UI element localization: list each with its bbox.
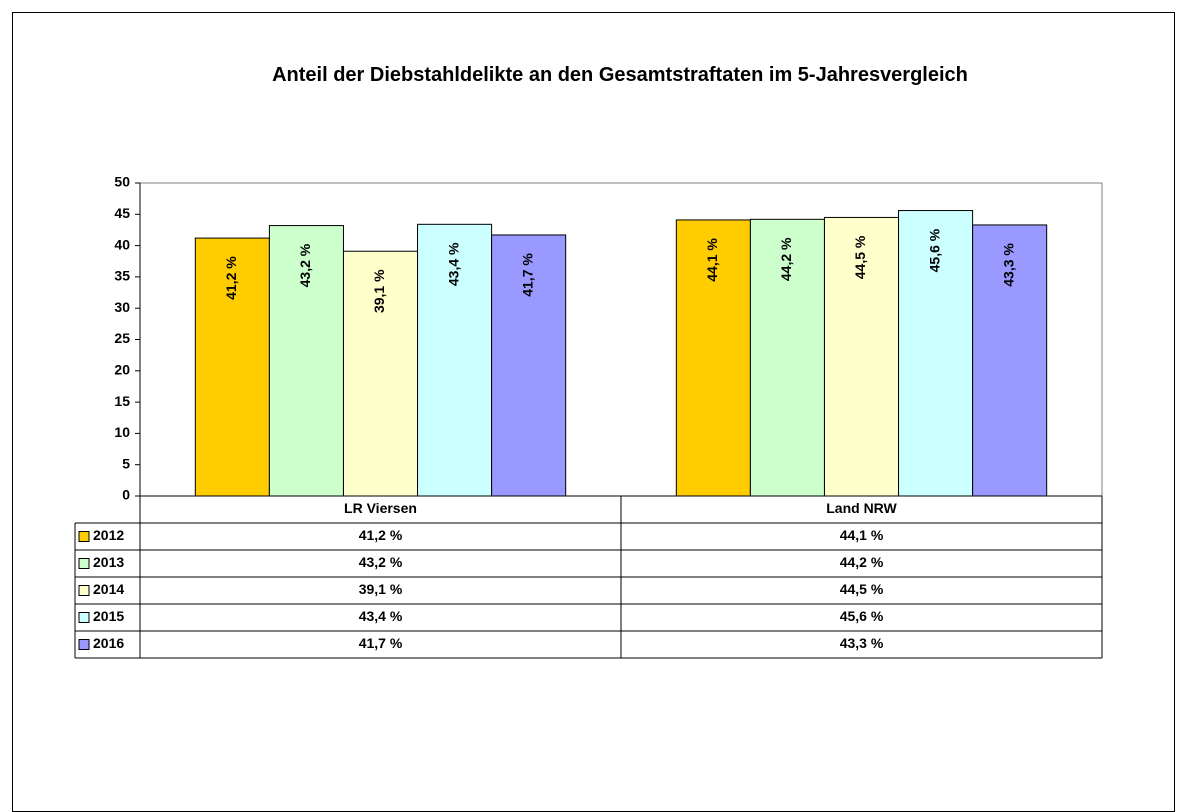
table-cell: 39,1 % <box>359 581 403 597</box>
bar <box>491 234 567 497</box>
x-tick-label: LR Viersen <box>344 500 417 516</box>
y-tick-label: 25 <box>114 330 130 346</box>
value-label: 41,2 % <box>223 256 239 300</box>
value-label: 41,7 % <box>519 253 535 297</box>
table-cell: 43,2 % <box>359 554 403 570</box>
legend-label: 2012 <box>93 527 124 543</box>
bar <box>342 250 419 497</box>
y-tick-label: 20 <box>114 362 130 378</box>
legend-swatch <box>78 531 90 542</box>
y-tick-label: 0 <box>122 487 130 503</box>
chart-title: Anteil der Diebstahldelikte an den Gesam… <box>272 64 968 86</box>
y-tick-label: 10 <box>114 424 130 440</box>
legend-swatch <box>78 612 90 623</box>
bar <box>749 218 825 497</box>
y-tick-label: 45 <box>114 205 130 221</box>
table-cell: 41,2 % <box>359 527 403 543</box>
table-cell: 45,6 % <box>840 608 884 624</box>
legend-label: 2013 <box>93 554 124 570</box>
value-label: 44,5 % <box>852 235 868 279</box>
value-label: 43,3 % <box>1000 243 1016 287</box>
legend-label: 2015 <box>93 608 124 624</box>
y-tick-label: 35 <box>114 268 130 284</box>
bar <box>898 210 974 497</box>
table-cell: 44,2 % <box>840 554 884 570</box>
y-tick-label: 40 <box>114 236 130 252</box>
table-cell: 43,3 % <box>840 635 884 651</box>
y-tick-label: 50 <box>114 174 130 190</box>
bar <box>417 223 493 497</box>
bar <box>268 225 344 497</box>
bar <box>972 224 1048 497</box>
y-tick-label: 15 <box>114 393 130 409</box>
value-label: 43,2 % <box>297 243 313 287</box>
table-cell: 43,4 % <box>359 608 403 624</box>
value-label: 43,4 % <box>445 242 461 286</box>
y-tick-label: 5 <box>122 455 130 471</box>
y-tick-label: 30 <box>114 299 130 315</box>
bar <box>675 219 751 497</box>
bar <box>823 216 900 497</box>
table-cell: 44,5 % <box>840 581 884 597</box>
legend-label: 2016 <box>93 635 124 651</box>
table-cell: 41,7 % <box>359 635 403 651</box>
chart: 0 5 10 15 20 25 30 35 40 45 50 41,2 % 43,2 % 39,1 % 43… <box>74 174 1103 659</box>
table-cell: 44,1 % <box>840 527 884 543</box>
legend-swatch <box>78 639 90 650</box>
value-label: 45,6 % <box>926 228 942 272</box>
legend-swatch <box>78 585 90 596</box>
legend-swatch <box>78 558 90 569</box>
x-tick-label: Land NRW <box>826 500 897 516</box>
value-label: 39,1 % <box>371 269 387 313</box>
legend-label: 2014 <box>93 581 124 597</box>
value-label: 44,2 % <box>778 237 794 281</box>
value-label: 44,1 % <box>704 238 720 282</box>
